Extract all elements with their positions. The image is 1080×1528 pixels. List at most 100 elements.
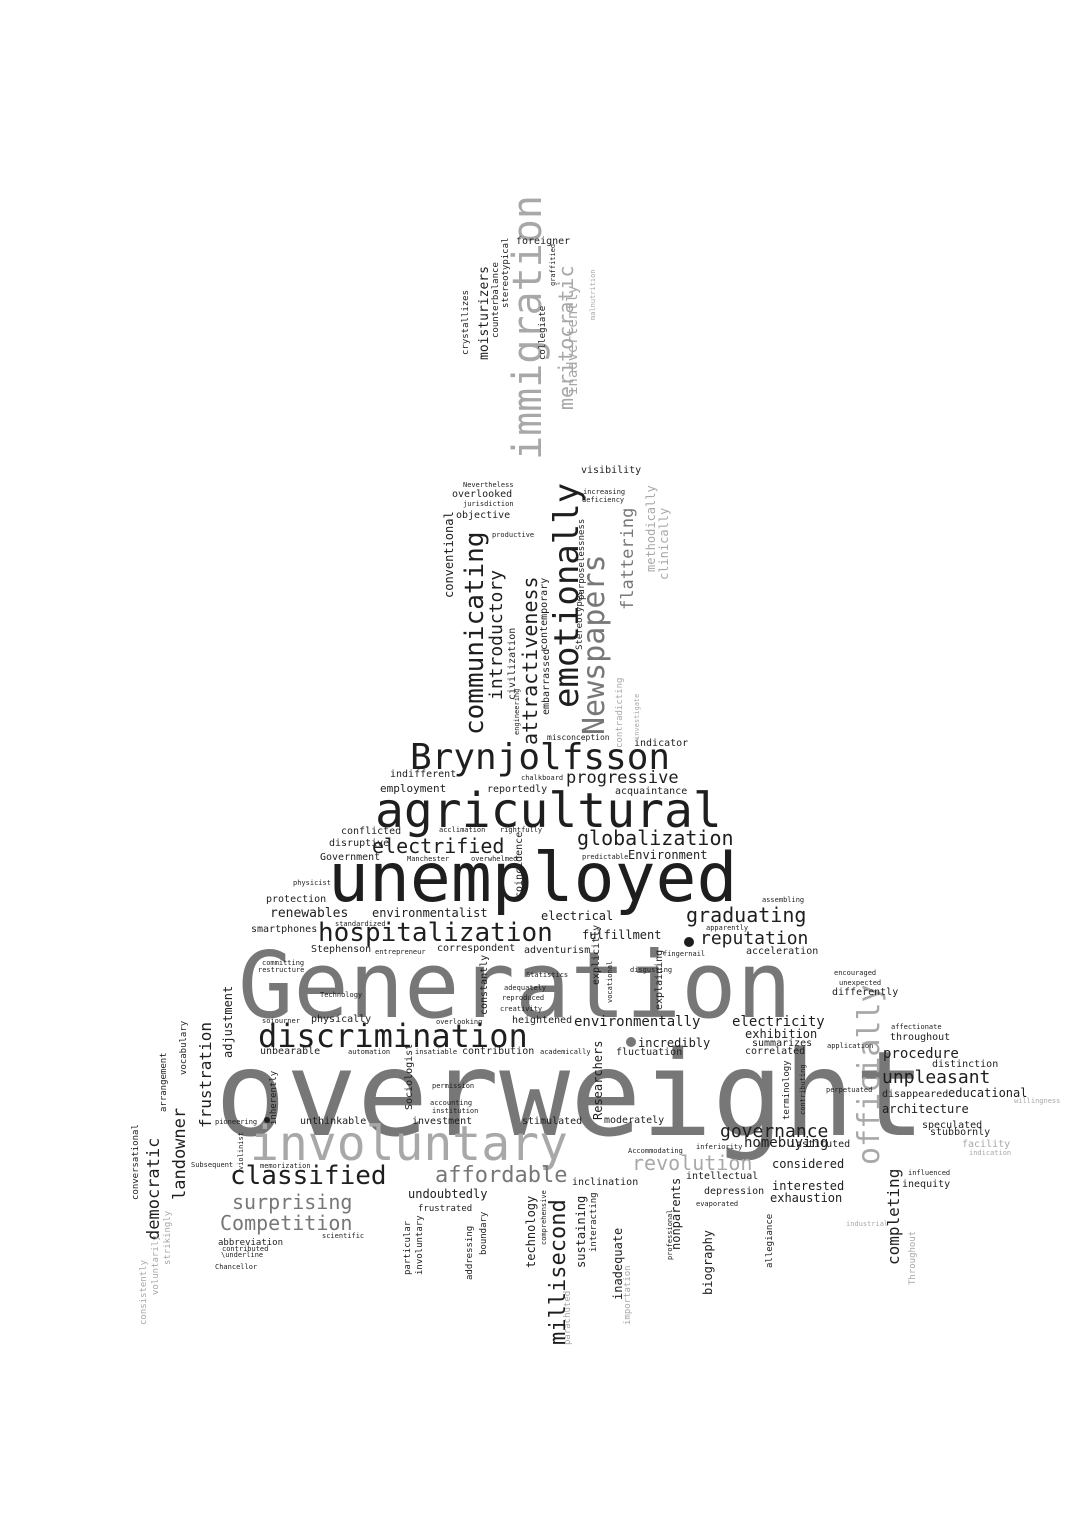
word-facility: facility: [962, 1139, 1011, 1150]
word-accommodating: Accommodating: [628, 1147, 683, 1155]
word-coincidence: coincidence: [514, 831, 525, 898]
word-encouraged: encouraged: [834, 969, 877, 977]
word-sojourner: sojourner: [262, 1017, 300, 1025]
word-surprising: surprising: [232, 1190, 353, 1214]
word-unbearable: unbearable: [260, 1046, 321, 1057]
word-classified: classified: [230, 1161, 387, 1191]
word-introductory: introductory: [486, 569, 507, 700]
word-unpleasant: unpleasant: [882, 1067, 991, 1088]
word-application: application: [827, 1042, 874, 1050]
word-contradicting: contradicting: [615, 677, 625, 748]
word-agricultural: agricultural: [375, 783, 722, 839]
word-progressive: progressive: [566, 768, 679, 788]
word-collegiate: collegiate: [538, 305, 548, 360]
word-abbreviation: abbreviation: [218, 1238, 284, 1248]
word-moisturizers: moisturizers: [477, 266, 492, 360]
word-evaporated: evaporated: [696, 1200, 739, 1208]
word-acceleration: acceleration: [746, 946, 819, 957]
word-stubbornly: stubbornly: [930, 1127, 991, 1138]
word-creativity: creativity: [500, 1005, 543, 1013]
word-terminology: terminology: [782, 1060, 792, 1120]
word-interested: interested: [772, 1179, 845, 1193]
word-foreigner: foreigner: [516, 236, 571, 247]
word-productive: productive: [492, 531, 535, 539]
word-unemployed: unemployed: [328, 839, 738, 918]
word-voluntarily: voluntarily: [151, 1235, 161, 1295]
word-affectionate: affectionate: [891, 1023, 942, 1031]
word-arrangement: arrangement: [159, 1052, 169, 1112]
word-manchester: Manchester: [407, 855, 450, 863]
word-speculated: speculated: [922, 1120, 983, 1131]
word-inequity: inequity: [902, 1179, 951, 1190]
word-moderately: moderately: [604, 1115, 665, 1126]
word-architecture: architecture: [882, 1102, 969, 1116]
word-distinction: distinction: [932, 1059, 999, 1070]
decorative-dot: [684, 937, 694, 947]
word-malnutrition: malnutrition: [589, 269, 597, 320]
word-misconception: misconception: [547, 733, 610, 742]
word-influenced: influenced: [908, 1169, 951, 1177]
word-reportedly: reportedly: [487, 784, 548, 795]
word-permission: permission: [432, 1082, 475, 1090]
word-flattering: flattering: [618, 507, 638, 610]
word-smartphones: smartphones: [251, 924, 318, 935]
word-scientific: scientific: [322, 1232, 365, 1240]
word-subsequent: Subsequent: [191, 1161, 234, 1169]
word-particular: particular: [403, 1220, 413, 1275]
word-hospitalization: hospitalization: [318, 918, 553, 948]
word-physically: physically: [311, 1014, 372, 1025]
word-frustration: frustration: [196, 1022, 215, 1128]
word-protection: protection: [266, 894, 327, 905]
word-employment: employment: [380, 782, 447, 795]
word-vocational: vocational: [606, 960, 614, 1003]
word-constantly: constantly: [479, 954, 490, 1015]
word-counterbalance: counterbalance: [491, 262, 501, 338]
word-fluctuation: fluctuation: [616, 1047, 683, 1058]
word-objective: objective: [456, 510, 511, 521]
word-strikingly: strikingly: [163, 1210, 173, 1265]
word-correlated: correlated: [745, 1046, 806, 1057]
word-chalkboard: chalkboard: [521, 774, 564, 782]
word-researchers: Researchers: [591, 1040, 605, 1120]
word-purposelessness: purposelessness: [577, 518, 587, 600]
word-engineering: engineering: [513, 688, 521, 735]
word-academically: academically: [540, 1048, 591, 1056]
word-insatiable: insatiable: [415, 1048, 458, 1056]
word-environmentally: environmentally: [574, 1014, 701, 1030]
word-environmentalist: environmentalist: [372, 906, 488, 920]
word-pioneering: pioneering: [215, 1118, 258, 1126]
word-environment: Environment: [628, 848, 708, 862]
word-willingness: willingness: [1014, 1097, 1061, 1105]
word-technology: technology: [524, 1195, 538, 1268]
word-competition: Competition: [220, 1211, 353, 1235]
word-graduating: graduating: [686, 903, 807, 927]
word-intellectual: intellectual: [686, 1171, 759, 1182]
word-restructure: restructure: [258, 966, 305, 974]
word-throughout: throughout: [890, 1032, 951, 1043]
word-disruptive: disruptive: [329, 838, 390, 849]
word-indicator: indicator: [634, 738, 689, 749]
word-apparently: apparently: [706, 924, 749, 932]
word-explicitly: explicitly: [591, 924, 602, 985]
word-assembling: assembling: [762, 896, 805, 904]
word-interacting: interacting: [589, 1192, 599, 1252]
word-unexpected: unexpected: [839, 979, 882, 987]
word-investigate: investigate: [633, 693, 641, 740]
word-educational: educational: [948, 1086, 1028, 1100]
word-adequately: adequately: [504, 984, 547, 992]
word-consistently: consistently: [139, 1259, 149, 1325]
word-graffitied: graffitied: [549, 243, 557, 286]
word-exhaustion: exhaustion: [770, 1191, 843, 1205]
word-overlooking: overlooking: [436, 1018, 483, 1026]
word-inferiority: inferiority: [696, 1143, 743, 1151]
word-explaining: explaining: [654, 949, 665, 1010]
word-professional: professional: [666, 1209, 674, 1260]
word-contributed: contributed: [222, 1245, 269, 1253]
word-statistics: Statistics: [526, 971, 569, 979]
word-inclination: inclination: [572, 1177, 639, 1188]
word-predictable: predictable: [582, 853, 629, 861]
word-globalization: globalization: [577, 826, 734, 850]
word-completing: completing: [884, 1168, 903, 1265]
word-stereotypes: Stereotypes: [575, 590, 585, 650]
